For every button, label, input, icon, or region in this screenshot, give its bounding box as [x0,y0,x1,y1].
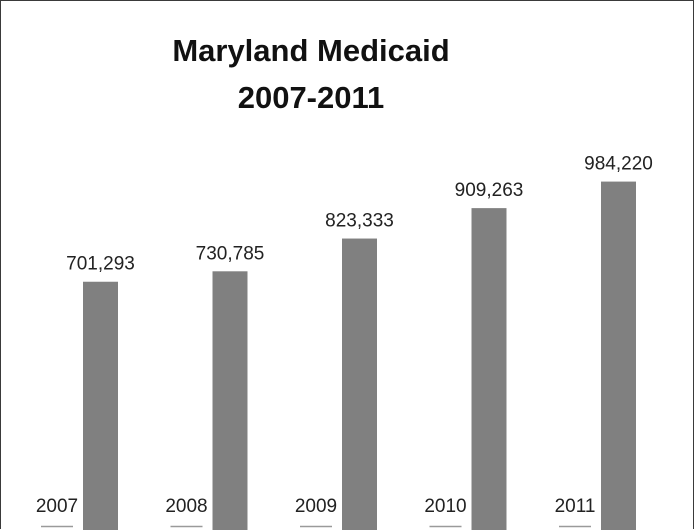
bars-group: 701,293 2007 730,785 2008 823,333 2009 909,263… [36,154,653,530]
bar-2008 [212,271,248,530]
value-label-2007: 701,293 [66,254,135,275]
value-label-2010: 909,263 [455,180,524,201]
chart-title: Maryland Medicaid [172,33,449,68]
category-label-2009: 2009 [295,496,337,517]
bar-2007 [83,281,118,530]
bar-2009 [342,238,377,530]
category-label-2010: 2010 [424,496,466,517]
category-label-2011: 2011 [555,496,596,517]
value-label-2008: 730,785 [196,243,265,264]
chart-subtitle: 2007-2011 [238,80,385,115]
bar-2011 [601,181,636,530]
category-label-2008: 2008 [165,496,207,517]
category-label-2007: 2007 [36,496,78,517]
value-label-2009: 823,333 [325,211,394,232]
bar-2010 [471,208,507,530]
value-label-2011: 984,220 [584,154,653,175]
